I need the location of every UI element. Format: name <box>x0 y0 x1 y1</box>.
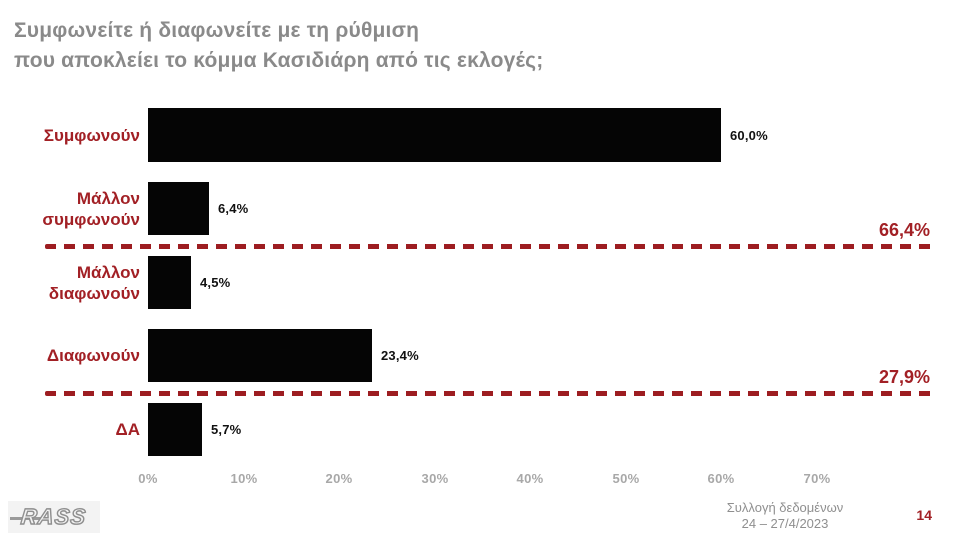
group-total-label: 66,4% <box>878 220 930 240</box>
x-axis-tick-label: 70% <box>803 471 831 486</box>
chart-title-line1: Συμφωνείτε ή διαφωνείτε με τη ρύθμιση <box>14 19 420 42</box>
chart-title: Συμφωνείτε ή διαφωνείτε με τη ρύθμιση πο… <box>14 16 734 76</box>
page-number: 14 <box>916 507 932 523</box>
bar-segment <box>148 403 202 456</box>
group-separator-dashed-line <box>45 391 932 396</box>
bar-segment <box>148 329 372 382</box>
bar-segment <box>148 108 721 162</box>
data-collection-note: Συλλογή δεδομένων 24 – 27/4/2023 <box>690 500 880 532</box>
rass-logo-text: RASS <box>19 503 88 529</box>
x-axis-tick-label: 60% <box>707 471 735 486</box>
bar-value-label: 6,4% <box>218 201 249 216</box>
x-axis-tick-label: 30% <box>421 471 449 486</box>
group-total-label: 27,9% <box>878 367 930 387</box>
bar-value-label: 5,7% <box>211 422 242 437</box>
x-axis-tick-label: 10% <box>230 471 258 486</box>
data-collection-dates: 24 – 27/4/2023 <box>741 516 829 531</box>
bar-value-label: 60,0% <box>730 127 768 143</box>
rass-logo: RASS <box>8 501 100 533</box>
x-axis-tick-label: 0% <box>138 471 158 486</box>
category-label: Μάλλον συμφωνούν <box>42 188 140 229</box>
x-axis-tick-label: 40% <box>516 471 544 486</box>
bar-segment <box>148 256 191 309</box>
data-collection-label: Συλλογή δεδομένων <box>726 500 844 515</box>
category-label: Μάλλον διαφωνούν <box>48 262 140 303</box>
x-axis-tick-label: 20% <box>325 471 353 486</box>
rass-logo-line <box>10 517 44 520</box>
category-label: Διαφωνούν <box>46 346 140 365</box>
bar-value-label: 4,5% <box>200 275 231 290</box>
bar-value-label: 23,4% <box>381 348 419 363</box>
category-label: ΔΑ <box>115 420 141 439</box>
x-axis-tick-label: 50% <box>612 471 640 486</box>
category-label: Συμφωνούν <box>43 125 140 145</box>
group-separator-dashed-line <box>45 244 932 249</box>
chart-title-line2: που αποκλείει το κόμμα Κασιδιάρη από τις… <box>14 49 544 72</box>
bar-segment <box>148 182 209 235</box>
